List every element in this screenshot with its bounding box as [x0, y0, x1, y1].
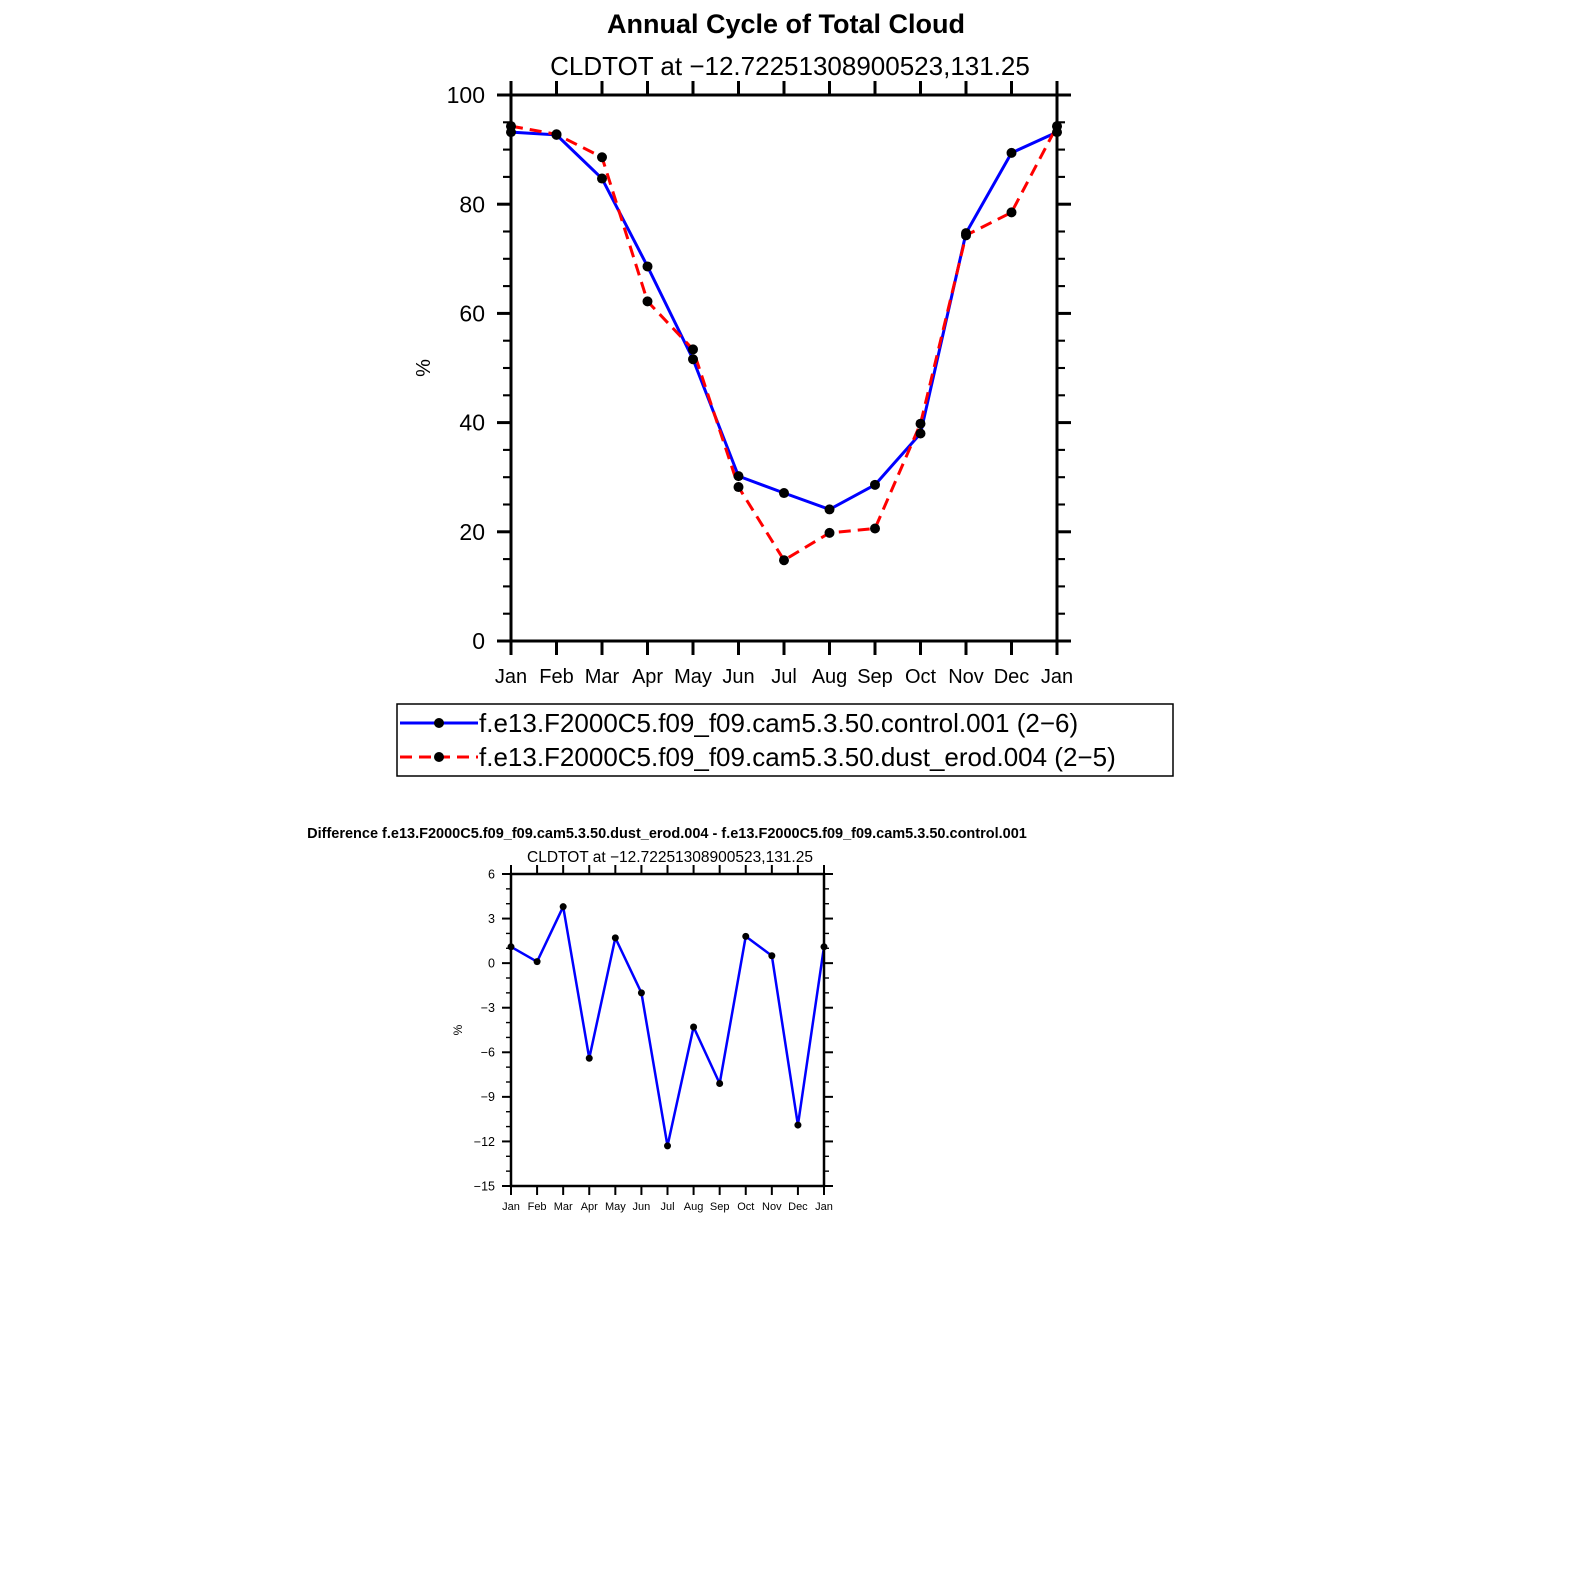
data-point	[870, 479, 880, 490]
data-point	[664, 1142, 671, 1150]
data-point	[915, 428, 926, 439]
annual-cycle-panel: Annual Cycle of Total Cloud CLDTOT at −1…	[396, 9, 1174, 777]
difference-subtitle: CLDTOT at −12.72251308900523,131.25	[527, 849, 813, 866]
x-tick-label: Feb	[539, 666, 573, 688]
data-point	[637, 989, 645, 997]
y-tick-label: 40	[459, 410, 485, 436]
y-tick-label: −3	[481, 1001, 495, 1015]
data-series	[506, 121, 1062, 566]
y-tick-label: −9	[481, 1090, 495, 1104]
legend-marker-control	[434, 718, 444, 728]
y-tick-label: 100	[447, 82, 485, 108]
y-tick-label: 3	[488, 912, 495, 926]
x-tick-label: Nov	[762, 1201, 782, 1213]
x-tick-label: Jan	[495, 666, 527, 688]
legend: f.e13.F2000C5.f09_f09.cam5.3.50.control.…	[396, 703, 1174, 777]
x-tick-label: Jun	[722, 666, 754, 688]
y-tick-label: 0	[472, 628, 485, 654]
difference-x-tick-labels: Jan Feb Mar Apr May Jun Jul Aug Sep Oct Nov Dec Jan	[502, 1201, 833, 1213]
plot-frame	[509, 93, 1059, 643]
legend-marker-dust	[434, 752, 444, 762]
x-tick-label: Apr	[632, 666, 663, 688]
x-tick-label: Dec	[788, 1201, 808, 1213]
data-point	[533, 958, 541, 966]
data-point	[716, 1079, 724, 1087]
x-tick-label: Dec	[994, 666, 1030, 688]
x-tick-label: May	[605, 1201, 626, 1213]
x-tick-label: Nov	[948, 666, 984, 688]
data-point	[690, 1023, 698, 1031]
data-point	[794, 1121, 802, 1129]
data-point	[779, 488, 789, 499]
data-point	[870, 523, 880, 534]
data-point	[1006, 147, 1017, 158]
x-tick-label: Jan	[502, 1201, 520, 1213]
difference-y-axis-label: %	[451, 1024, 465, 1035]
data-point	[642, 261, 653, 272]
data-point	[733, 471, 744, 482]
x-tick-label: Jan	[815, 1201, 833, 1213]
y-tick-label: 60	[459, 300, 485, 326]
difference-plot-frame	[509, 872, 826, 1188]
x-tick-label: Oct	[737, 1201, 754, 1213]
difference-title: Difference f.e13.F2000C5.f09_f09.cam5.3.…	[307, 826, 1027, 842]
data-point	[688, 344, 698, 355]
data-point	[733, 482, 744, 493]
data-point	[768, 952, 776, 960]
data-point	[611, 934, 619, 942]
x-tick-label: Sep	[857, 666, 893, 688]
x-tick-label: Mar	[554, 1201, 573, 1213]
y-tick-label: −6	[481, 1046, 495, 1060]
y-axis-label: %	[413, 359, 435, 377]
x-tick-labels: Jan Feb Mar Apr May Jun Jul Aug Sep Oct Nov Dec Jan	[495, 666, 1073, 688]
x-tick-label: Sep	[710, 1201, 730, 1213]
data-point	[779, 555, 789, 566]
x-tick-label: Aug	[812, 666, 848, 688]
y-tick-label: −12	[474, 1135, 495, 1149]
data-point	[824, 504, 835, 515]
x-tick-label: Jul	[771, 666, 797, 688]
x-tick-label: Jan	[1041, 666, 1073, 688]
y-tick-label: 20	[459, 519, 485, 545]
data-point	[559, 903, 567, 911]
x-tick-label: Feb	[528, 1201, 547, 1213]
data-point	[824, 527, 835, 538]
data-point	[915, 418, 926, 429]
legend-label-control: f.e13.F2000C5.f09_f09.cam5.3.50.control.…	[479, 708, 1078, 738]
data-point	[1006, 207, 1017, 218]
difference-y-tick-labels: −15 −12 −9 −6 −3 0 3 6	[474, 867, 495, 1193]
difference-panel: Difference f.e13.F2000C5.f09_f09.cam5.3.…	[307, 826, 1027, 1213]
legend-box	[396, 703, 1174, 777]
y-tick-label: 0	[488, 957, 495, 971]
data-point	[597, 152, 607, 163]
data-point	[551, 129, 562, 140]
legend-label-dust: f.e13.F2000C5.f09_f09.cam5.3.50.dust_ero…	[479, 742, 1116, 772]
data-point	[688, 354, 698, 365]
data-point	[642, 296, 653, 307]
y-tick-labels: 0 20 40 60 80 100	[447, 82, 485, 654]
y-tick-label: 6	[488, 867, 495, 881]
y-tick-label: 80	[459, 191, 485, 217]
x-tick-label: Apr	[581, 1201, 598, 1213]
data-point	[597, 173, 607, 184]
data-point	[961, 230, 971, 241]
y-tick-label: −15	[474, 1179, 495, 1193]
chart-title: Annual Cycle of Total Cloud	[607, 9, 965, 39]
x-tick-label: Oct	[905, 666, 937, 688]
difference-data-series	[507, 903, 828, 1150]
x-tick-label: Mar	[585, 666, 620, 688]
x-tick-label: Jul	[660, 1201, 674, 1213]
chart-subtitle: CLDTOT at −12.72251308900523,131.25	[550, 51, 1030, 81]
x-tick-label: May	[674, 666, 712, 688]
x-tick-label: Aug	[684, 1201, 704, 1213]
x-tick-label: Jun	[633, 1201, 651, 1213]
data-point	[742, 932, 750, 940]
data-point	[585, 1054, 593, 1062]
